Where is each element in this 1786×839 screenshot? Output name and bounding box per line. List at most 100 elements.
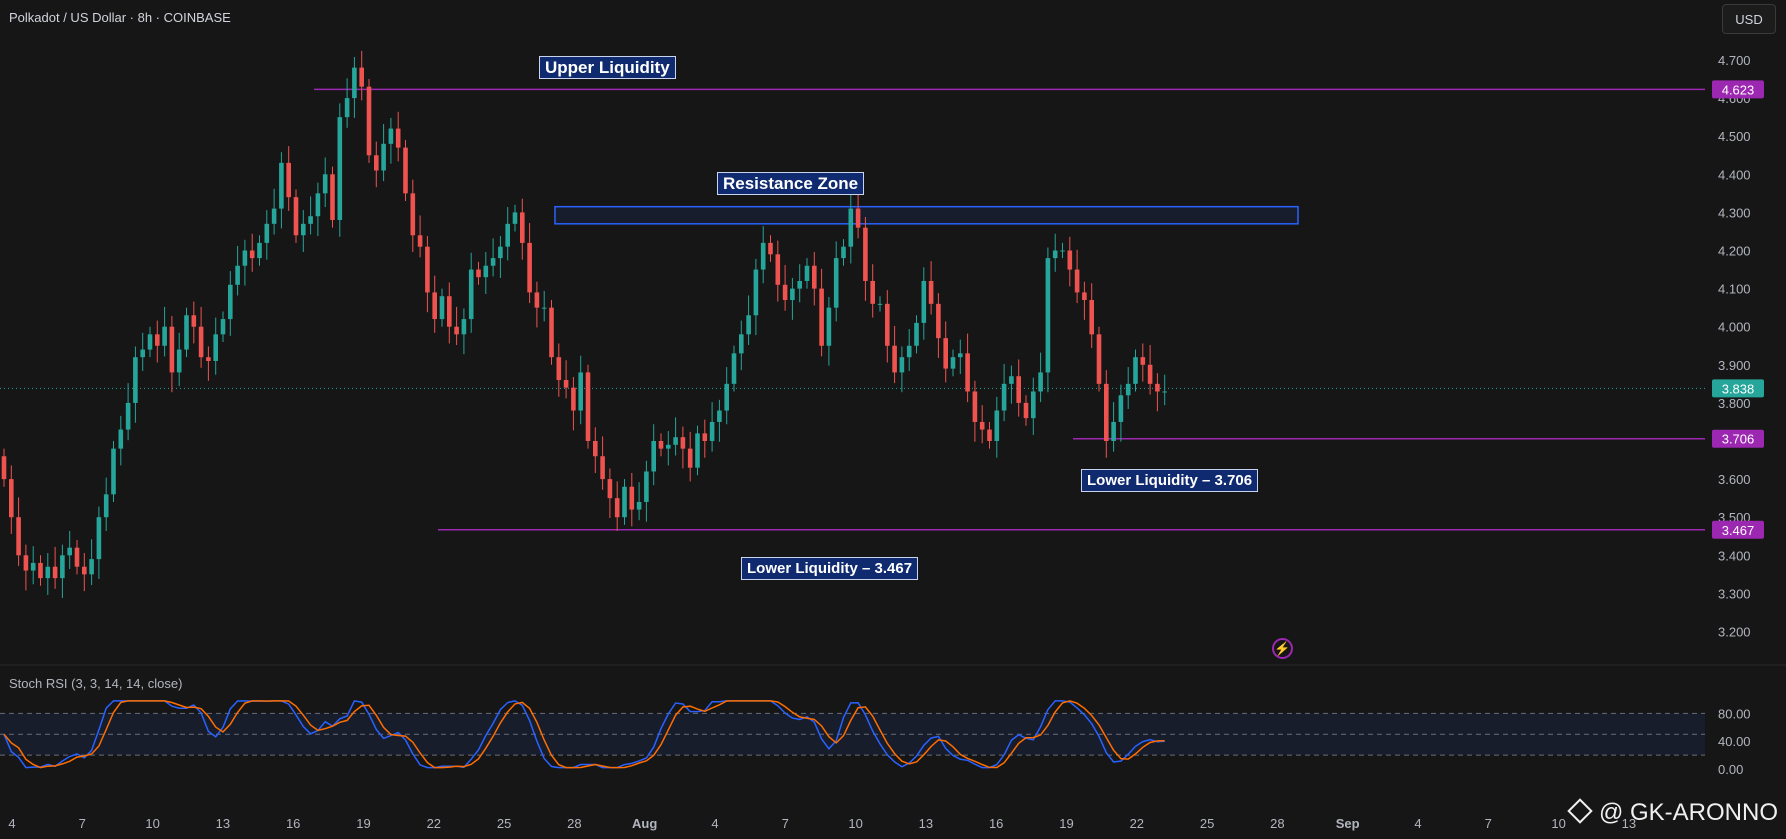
candle-body — [176, 349, 182, 373]
lightning-icon[interactable]: ⚡ — [1272, 638, 1293, 659]
candle-body — [301, 223, 306, 236]
candle-body — [381, 143, 386, 171]
x-tick-label: Sep — [1336, 816, 1360, 831]
y-tick-label: 4.100 — [1718, 282, 1751, 297]
candle-body — [498, 246, 503, 259]
candle-body — [1045, 258, 1051, 373]
candle-body — [439, 296, 445, 320]
y-tick-label: 4.400 — [1718, 167, 1751, 182]
currency-button[interactable]: USD — [1722, 4, 1776, 34]
candle-body — [680, 437, 686, 449]
candle-body — [600, 456, 605, 480]
candle-body — [366, 86, 372, 156]
price-label: 3.706 — [1722, 432, 1755, 447]
candle-body — [848, 208, 854, 247]
candle-body — [994, 410, 1000, 441]
candle-body — [344, 98, 350, 118]
candle-body — [38, 562, 43, 579]
candle-body — [950, 357, 956, 369]
candle-body — [162, 326, 167, 346]
x-tick-label: 16 — [286, 816, 300, 831]
candle-body — [67, 547, 72, 556]
resistance-zone-label: Resistance Zone — [717, 172, 865, 195]
candle-body — [1125, 383, 1131, 396]
x-tick-label: 7 — [1485, 816, 1492, 831]
candle-body — [585, 372, 591, 441]
candle-body — [1060, 250, 1065, 252]
candle-body — [476, 269, 481, 278]
candle-body — [1016, 376, 1021, 403]
candle-body — [89, 559, 94, 575]
candle-body — [622, 486, 627, 518]
candle-body — [395, 128, 401, 148]
candle-body — [447, 296, 452, 327]
resistance-zone — [554, 205, 1299, 225]
candle-body — [220, 319, 226, 335]
price-label-bg — [1712, 520, 1764, 539]
candle-body — [906, 345, 912, 358]
candle-body — [746, 315, 751, 335]
stoch-tick-label: 40.00 — [1718, 734, 1751, 749]
candle-body — [870, 280, 875, 304]
x-tick-label: 10 — [1551, 816, 1565, 831]
candle-body — [644, 471, 649, 502]
candle-body — [965, 353, 970, 392]
candles — [1, 50, 1167, 598]
candle-body — [249, 250, 255, 259]
candle-body — [972, 391, 978, 422]
x-tick-label: 16 — [989, 816, 1003, 831]
candle-body — [790, 288, 795, 301]
candle-body — [425, 246, 430, 293]
candle-body — [921, 280, 927, 323]
candle-body — [979, 421, 985, 430]
x-tick-label: 10 — [145, 816, 159, 831]
candle-body — [184, 315, 189, 350]
candle-body — [943, 338, 948, 369]
y-tick-label: 3.900 — [1718, 358, 1751, 373]
candle-body — [1052, 250, 1058, 259]
candle-body — [520, 212, 525, 243]
candle-body — [563, 380, 569, 388]
candle-body — [760, 242, 766, 270]
candle-body — [1031, 391, 1036, 419]
candle-body — [191, 315, 197, 327]
candle-body — [1147, 364, 1153, 384]
lower-liquidity-3467-label: Lower Liquidity – 3.467 — [741, 557, 919, 580]
candle-body — [607, 479, 613, 499]
candle-body — [936, 303, 941, 339]
candle-body — [1155, 383, 1160, 392]
candle-body — [1074, 269, 1080, 293]
candle-body — [1133, 357, 1138, 384]
x-tick-label: 4 — [1414, 816, 1421, 831]
x-tick-label: 28 — [1270, 816, 1284, 831]
candle-body — [768, 242, 773, 255]
price-label-bg — [1712, 429, 1764, 448]
x-tick-label: 25 — [1200, 816, 1214, 831]
candle-body — [206, 357, 211, 361]
stoch-d-line — [3, 700, 1165, 769]
x-tick-label: 13 — [1622, 816, 1636, 831]
candle-body — [527, 242, 532, 293]
price-label: 3.838 — [1722, 381, 1755, 396]
candle-body — [322, 174, 328, 194]
stoch-band — [0, 713, 1705, 756]
candle-body — [753, 269, 759, 316]
candle-body — [264, 223, 270, 243]
candle-body — [593, 441, 598, 457]
x-tick-label: 13 — [919, 816, 933, 831]
candle-body — [133, 357, 138, 403]
candle-body — [877, 303, 883, 305]
upper-liquidity-label: Upper Liquidity — [539, 56, 676, 79]
x-tick-label: 22 — [1130, 816, 1144, 831]
candle-body — [45, 566, 51, 579]
candle-body — [673, 437, 678, 445]
candle-body — [958, 353, 963, 358]
candle-body — [60, 555, 65, 579]
x-tick-label: 4 — [8, 816, 15, 831]
candle-body — [147, 334, 153, 350]
price-label: 4.623 — [1722, 82, 1755, 97]
candle-body — [571, 387, 576, 411]
x-tick-label: 10 — [848, 816, 862, 831]
candle-body — [410, 193, 416, 236]
